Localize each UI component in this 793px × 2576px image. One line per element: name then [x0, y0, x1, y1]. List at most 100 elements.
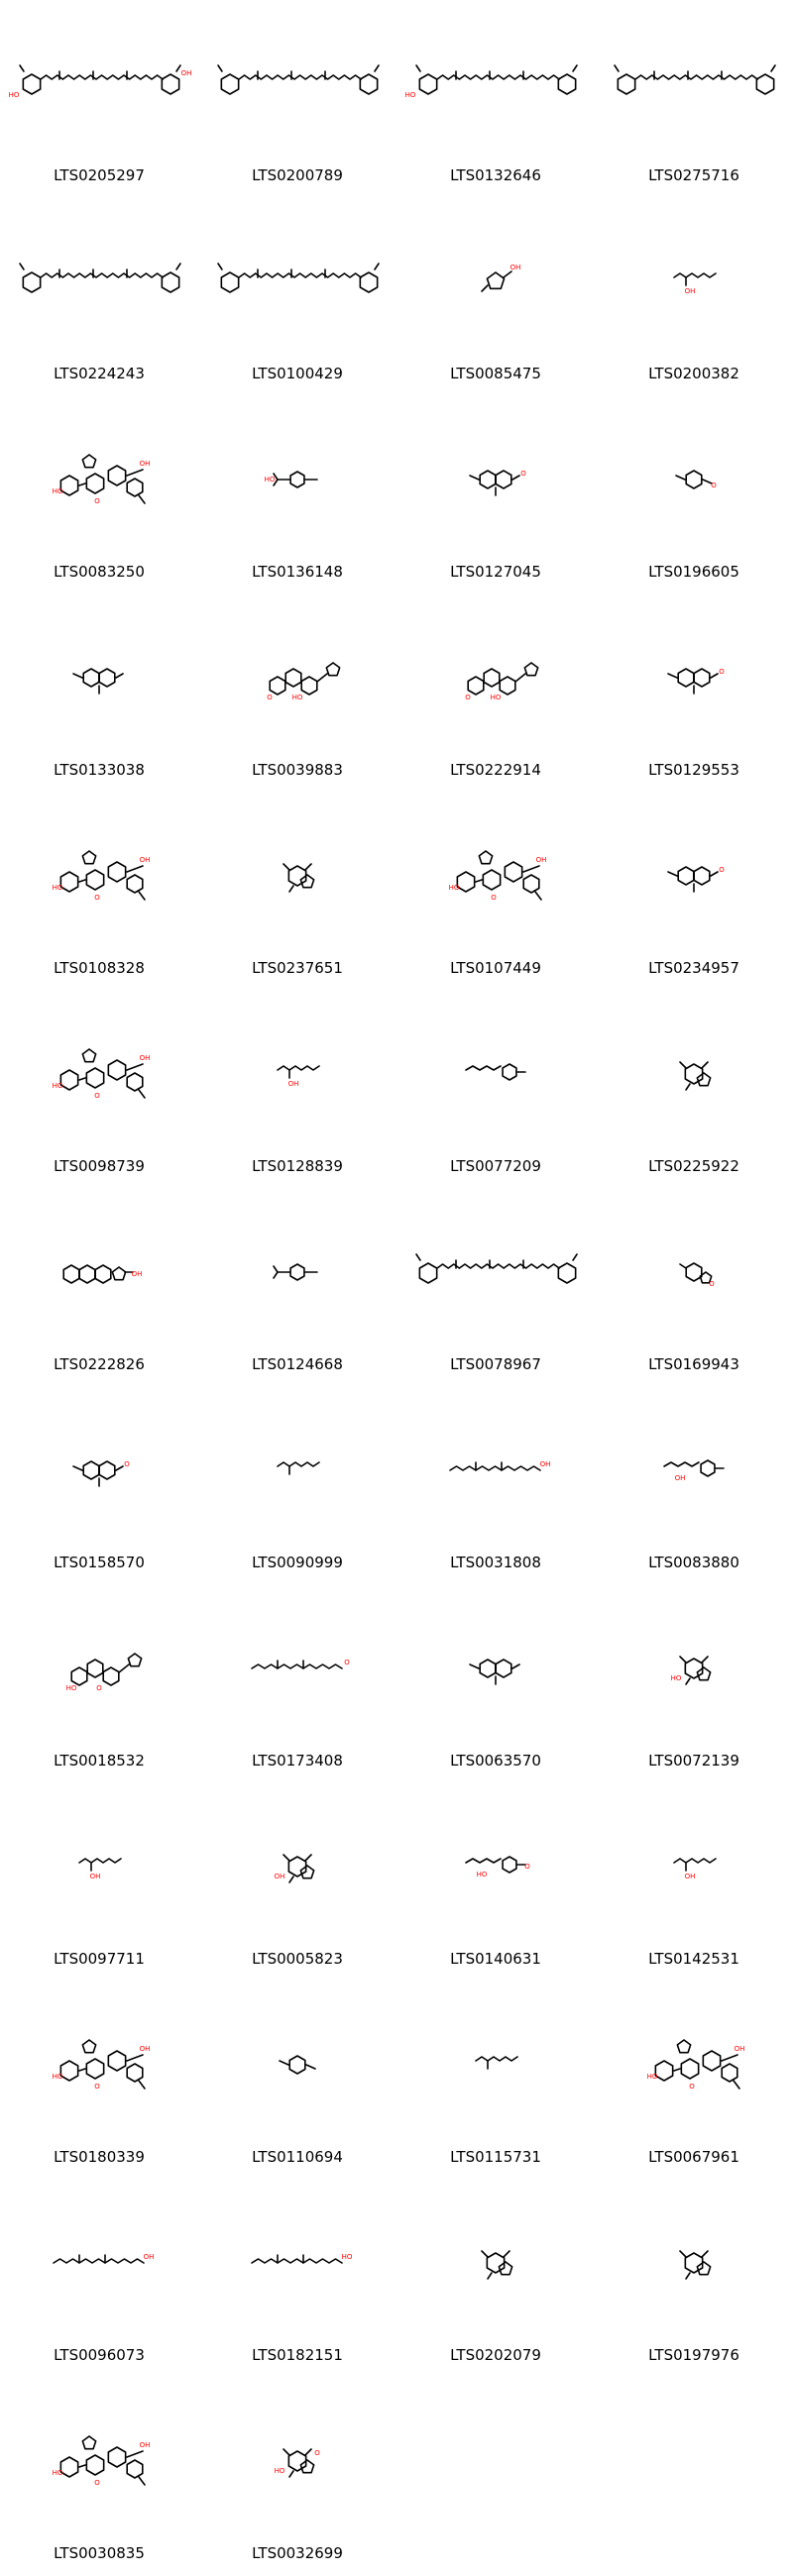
bond-lines — [273, 471, 318, 488]
bond-lines — [465, 1856, 526, 1874]
molecule-id-label: LTS0078967 — [450, 1355, 541, 1373]
molecule-id-label: LTS0067961 — [648, 2148, 739, 2166]
bond-lines — [667, 866, 719, 893]
molecule-cell: LTS0237651 — [198, 793, 396, 991]
bond-lines — [70, 1653, 143, 1686]
molecule-id-label: LTS0200382 — [648, 365, 739, 382]
bond-lines — [679, 1061, 712, 1091]
heteroatom-label: OH — [140, 2441, 151, 2449]
molecule-structure: HO — [265, 471, 318, 488]
bond-lines — [673, 272, 717, 286]
bond-lines — [679, 1262, 713, 1284]
molecule-id-label: LTS0140631 — [450, 1950, 541, 1968]
molecule-structure: HO O OH — [449, 850, 546, 902]
molecule-structure: O HO — [267, 662, 341, 701]
molecule-cell: HO O OH LTS0083250 — [0, 396, 198, 594]
molecule-structure: HO OH — [9, 64, 192, 99]
molecule-structure: OH — [449, 1460, 550, 1471]
bond-lines — [456, 850, 542, 901]
heteroatom-label: O — [524, 1863, 530, 1871]
molecule-cell: OH LTS0200382 — [595, 198, 793, 396]
bond-lines — [277, 1461, 320, 1475]
molecule-structure: OH — [673, 1858, 717, 1880]
molecule-structure — [283, 863, 315, 893]
molecule-cell: HO O OH LTS0108328 — [0, 793, 198, 991]
molecule-structure — [679, 2250, 712, 2280]
molecule-id-label: LTS0133038 — [54, 761, 145, 779]
molecule-cell: HO O LTS0032699 — [198, 2378, 396, 2576]
bond-lines — [415, 1253, 578, 1284]
molecule-cell: O LTS0234957 — [595, 793, 793, 991]
molecule-id-label: LTS0090999 — [252, 1554, 343, 1571]
bond-lines — [72, 668, 124, 695]
molecule-structure: O — [667, 866, 725, 893]
heteroatom-label: OH — [288, 1080, 299, 1088]
bond-lines — [19, 263, 181, 293]
molecule-structure: HO O OH — [53, 1048, 150, 1100]
molecule-id-label: LTS0158570 — [54, 1554, 145, 1571]
molecule-cell: O HO LTS0222914 — [396, 594, 595, 793]
bond-lines — [481, 270, 512, 292]
heteroatom-label: OH — [140, 2045, 151, 2053]
bond-lines — [673, 1858, 717, 1872]
molecule-cell: O HO LTS0039883 — [198, 594, 396, 793]
molecule-structure: OH — [673, 272, 717, 295]
heteroatom-label: O — [465, 694, 471, 701]
molecule-id-label: LTS0225922 — [648, 1157, 739, 1175]
bond-lines — [283, 863, 315, 893]
molecule-cell: OH LTS0005823 — [198, 1783, 396, 1982]
molecule-structure — [465, 1063, 526, 1081]
molecule-cell: O LTS0127045 — [396, 396, 595, 594]
heteroatom-label: HO — [53, 884, 63, 892]
molecule-id-label: LTS0173408 — [252, 1752, 343, 1770]
heteroatom-label: HO — [647, 2073, 658, 2081]
molecule-id-label: LTS0108328 — [54, 959, 145, 977]
heteroatom-label: O — [94, 2083, 100, 2091]
molecule-structure: O — [679, 1262, 715, 1288]
molecule-structure: O — [675, 470, 717, 489]
molecule-structure: O — [72, 1460, 130, 1487]
bond-lines — [675, 470, 713, 489]
heteroatom-label: O — [314, 2449, 320, 2457]
molecule-cell: HO OH LTS0205297 — [0, 0, 198, 198]
molecule-id-label: LTS0202079 — [450, 2346, 541, 2364]
molecule-cell: LTS0197976 — [595, 2180, 793, 2378]
molecule-structure: OH — [663, 1459, 725, 1482]
heteroatom-label: HO — [491, 694, 502, 701]
molecule-structure — [415, 1253, 578, 1284]
molecule-cell: HO O LTS0140631 — [396, 1783, 595, 1982]
molecule-id-label: LTS0182151 — [252, 2346, 343, 2364]
molecule-id-label: LTS0039883 — [252, 761, 343, 779]
heteroatom-label: HO — [53, 2073, 63, 2081]
molecule-cell: OH LTS0096073 — [0, 2180, 198, 2378]
molecule-structure: HO O OH — [53, 2435, 151, 2487]
bond-lines — [217, 263, 380, 293]
molecule-structure: OH — [62, 1264, 143, 1284]
molecule-structure — [614, 64, 776, 95]
heteroatom-label: O — [344, 1659, 350, 1666]
molecule-id-label: LTS0077209 — [450, 1157, 541, 1175]
molecule-structure — [481, 2250, 513, 2280]
molecule-id-label: LTS0032699 — [252, 2544, 343, 2562]
molecule-structure: HO — [405, 64, 578, 99]
bond-lines — [217, 64, 380, 95]
molecule-cell: LTS0200789 — [198, 0, 396, 198]
heteroatom-label: OH — [275, 1873, 285, 1880]
molecule-structure: O — [251, 1659, 350, 1669]
molecule-cell: LTS0100429 — [198, 198, 396, 396]
molecule-id-label: LTS0129553 — [648, 761, 739, 779]
molecule-id-label: LTS0196605 — [648, 563, 739, 581]
heteroatom-label: OH — [140, 460, 151, 468]
bond-lines — [283, 1854, 315, 1883]
molecule-cell: HO O OH LTS0180339 — [0, 1982, 198, 2180]
molecule-cell: HO LTS0182151 — [198, 2180, 396, 2378]
heteroatom-label: OH — [90, 1873, 101, 1880]
molecule-structure: OH — [53, 2253, 154, 2264]
bond-lines — [469, 470, 520, 496]
molecule-structure — [469, 1659, 520, 1685]
heteroatom-label: OH — [181, 69, 192, 77]
heteroatom-label: OH — [132, 1270, 143, 1278]
heteroatom-label: O — [719, 668, 725, 676]
molecule-id-label: LTS0132646 — [450, 166, 541, 184]
molecule-id-label: LTS0197976 — [648, 2346, 739, 2364]
